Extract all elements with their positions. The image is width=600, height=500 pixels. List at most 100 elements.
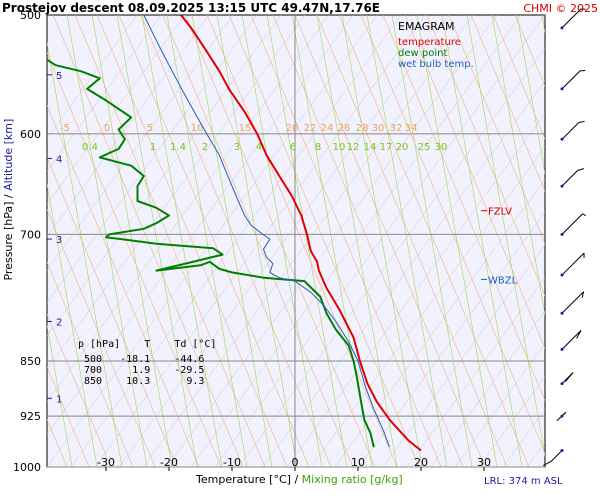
x-tick-label: 30 [477, 456, 491, 469]
moist-adiabat-line [47, 15, 258, 304]
mixing-ratio-line [47, 41, 123, 467]
legend-title: EMAGRAM [398, 20, 455, 33]
mixing-ratio-label: 8 [315, 142, 321, 153]
wind-barb-flag [564, 372, 574, 382]
wind-barb-base [560, 137, 564, 141]
altitude-tick-label: 4 [56, 154, 62, 165]
wind-barb-staff [561, 213, 584, 235]
mixing-ratio-line [266, 15, 348, 467]
moist-adiabat-line [47, 15, 354, 435]
mixing-ratio-line [366, 15, 448, 467]
moist-adiabat-line [190, 15, 522, 467]
dry-adiabat-line [338, 15, 530, 467]
dry-adiabat-line [47, 209, 156, 467]
mixing-ratio-line [491, 15, 545, 317]
dry-adiabat-label: 34 [405, 123, 418, 134]
dry-adiabat-label: 22 [304, 123, 317, 134]
series-line-dew-point [47, 58, 375, 448]
dry-adiabat-label: 28 [356, 123, 369, 134]
y-tick-label: 600 [20, 128, 41, 141]
dry-adiabat-line [162, 15, 354, 467]
altitude-tick-label: 2 [56, 317, 62, 328]
mixing-ratio-line [516, 15, 545, 175]
wind-barb-flag [577, 168, 585, 172]
mixing-ratio-line [47, 324, 73, 467]
moist-adiabat-line [47, 15, 138, 139]
mixing-ratio-label: 2 [202, 142, 208, 153]
dry-adiabat-label: 30 [372, 123, 385, 134]
y-tick-label: 925 [20, 410, 41, 423]
mixing-ratio-label: 17 [380, 142, 393, 153]
wind-barb-base [560, 184, 564, 188]
dry-adiabat-line [382, 15, 545, 402]
altitude-tick-label: 3 [56, 235, 62, 246]
mixing-ratio-label: 12 [347, 142, 360, 153]
wind-barb-base [560, 26, 564, 30]
dry-adiabat-line [184, 15, 376, 467]
x-tick-label: -10 [223, 456, 241, 469]
moist-adiabat-line [47, 15, 282, 336]
dry-adiabat-line [47, 104, 200, 467]
moist-adiabat-line [406, 277, 545, 467]
table-row: 850 10.3 9.3 [78, 376, 204, 387]
dry-adiabat-line [52, 15, 244, 467]
dry-adiabat-line [360, 15, 545, 454]
dry-adiabat-label: 32 [390, 123, 403, 134]
mixing-ratio-label: 4 [256, 142, 262, 153]
dry-adiabat-line [0, 15, 1, 467]
moist-adiabat-line [310, 146, 545, 467]
moist-adiabat-line [166, 15, 498, 467]
y-axis-label: Pressure [hPa] / Altitude [km] [2, 101, 15, 305]
wind-barb-staff [561, 291, 585, 314]
wind-barb-staff [561, 8, 582, 29]
moist-adiabat-line [70, 15, 402, 467]
wind-barb-base [560, 414, 564, 418]
dry-adiabat-label: 0 [104, 123, 110, 134]
mixing-ratio-line [341, 15, 423, 467]
dry-adiabat-label: -5 [60, 123, 70, 134]
moist-adiabat-line [47, 15, 210, 238]
moist-adiabat-line [430, 310, 545, 467]
moist-adiabat-line [454, 343, 545, 467]
dry-adiabat-line [118, 15, 310, 467]
x-label-sep: / [294, 473, 298, 486]
moist-adiabat-line [118, 15, 450, 467]
moist-adiabat-line [382, 244, 545, 467]
x-tick-label: 0 [292, 456, 299, 469]
dry-adiabat-label: 20 [286, 123, 299, 134]
mixing-ratio-label: 3 [234, 142, 240, 153]
moist-adiabat-line [334, 178, 545, 467]
dry-adiabat-label: 15 [239, 123, 252, 134]
mixing-ratio-label: 1.4 [170, 142, 186, 153]
altitude-tick-label: 1 [56, 394, 62, 405]
level-marker-label: WBZL [488, 275, 518, 286]
mixing-ratio-line [166, 15, 248, 467]
dry-adiabat-line [426, 15, 545, 297]
level-marker-label: FZLV [488, 207, 512, 218]
table-header: p [hPa] T Td [°C] [78, 339, 216, 350]
wind-barbs [542, 8, 587, 467]
copyright: CHMI © 2025 [523, 2, 598, 15]
y-label-pressure: Pressure [hPa] [2, 202, 15, 281]
mixing-ratio-line [316, 15, 398, 467]
wind-barb-staff [561, 122, 580, 140]
dry-adiabat-label: 24 [321, 123, 334, 134]
y-tick-label: 850 [20, 355, 41, 368]
moist-adiabat-line [47, 15, 378, 467]
altitude-tick-label: 5 [56, 71, 62, 82]
dry-adiabat-line [250, 15, 442, 467]
wind-barb-staff [561, 70, 581, 90]
dry-adiabat-line [96, 15, 288, 467]
mixing-ratio-line [592, 15, 600, 467]
mixing-ratio-line [416, 15, 498, 467]
grid-labels: -5 0 5 10 15 20 22 24 26 28 30 32 340.4 1 1.4 2 3 4 6 8 10 12… [60, 123, 447, 153]
mixing-ratio-line [466, 15, 545, 458]
moist-adiabat-line [238, 47, 545, 467]
dry-adiabat-line [47, 313, 112, 467]
dry-adiabat-line [492, 15, 545, 140]
y-tick-label: 500 [20, 9, 41, 22]
dry-adiabat-line [470, 15, 545, 192]
mixing-ratio-line [541, 15, 545, 34]
dry-adiabat-line [74, 15, 266, 467]
